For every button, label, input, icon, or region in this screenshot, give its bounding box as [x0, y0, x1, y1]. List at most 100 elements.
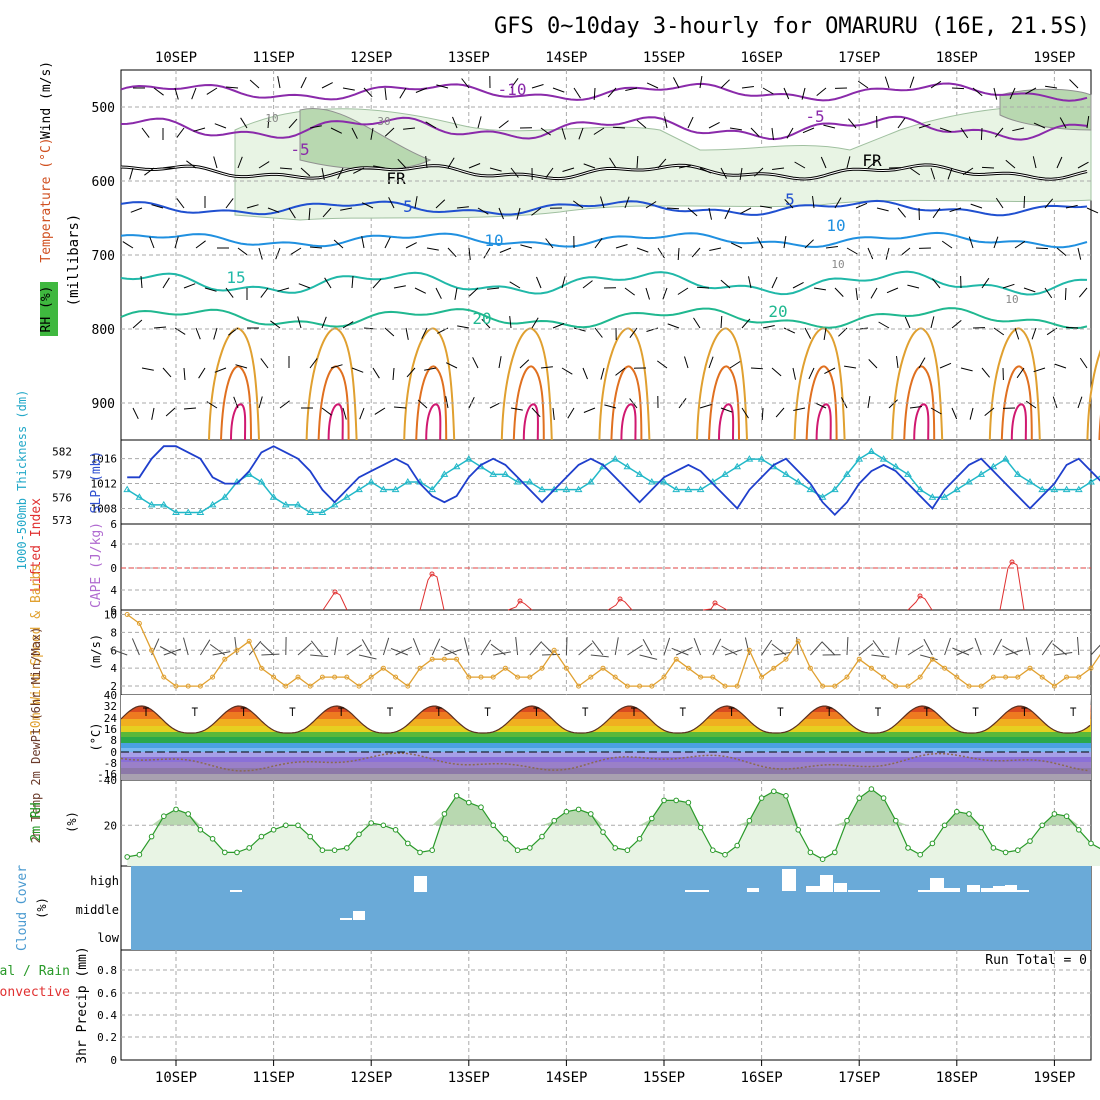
wind-barb — [183, 407, 197, 410]
wind-barb — [1044, 287, 1053, 299]
rh-point — [270, 827, 277, 833]
wind-barb — [561, 276, 566, 289]
wind-barb — [645, 201, 657, 209]
wind-barb — [363, 87, 373, 98]
temp-color-band — [121, 726, 1091, 732]
temp-color-band — [121, 737, 1091, 743]
thickness-line — [126, 450, 1100, 514]
warm-plume-core — [913, 403, 930, 441]
wind-barb — [144, 167, 155, 176]
wind-barb — [876, 207, 889, 212]
contour-label: -5 — [805, 107, 824, 126]
rh-point — [771, 788, 777, 795]
wind-barb — [1077, 636, 1080, 656]
wind-barb — [1002, 283, 1015, 289]
wind-barb — [225, 86, 239, 89]
rh-point — [1088, 840, 1094, 847]
wind-speed-point — [820, 683, 826, 689]
wind-barb — [671, 647, 689, 656]
wind-barb — [176, 127, 185, 138]
wind-speed-point — [856, 656, 862, 662]
wind-barb — [960, 367, 973, 372]
wind-barb — [662, 287, 668, 300]
panel-frame — [120, 523, 1092, 611]
thickness-point — [1026, 478, 1034, 485]
rh-point — [661, 797, 667, 804]
wind-barb — [288, 118, 298, 129]
wind-barb — [140, 275, 143, 289]
wind-speed-point — [990, 674, 996, 680]
wind-barb — [258, 396, 263, 409]
rh-point — [222, 849, 228, 856]
wind-barb — [454, 287, 458, 300]
wind-barb — [932, 207, 941, 219]
thickness-tick-label: 573 — [52, 514, 72, 527]
contour-label: 30 — [377, 115, 390, 128]
thickness-point — [952, 485, 961, 493]
li-point — [332, 589, 338, 595]
wind-speed-point — [600, 665, 606, 671]
wind-barb — [823, 124, 836, 129]
thickness-point — [1074, 485, 1083, 493]
wind-barb — [993, 236, 999, 249]
wind-barb — [775, 407, 785, 418]
warm-plume-outer — [500, 327, 553, 441]
li-tick-label: 4 — [110, 538, 117, 551]
rh-point — [954, 808, 960, 815]
wind-barb — [151, 204, 164, 209]
wind-speed-point — [612, 674, 618, 680]
wind-barb — [552, 323, 565, 329]
wind-barb — [531, 84, 544, 89]
wind-barb — [582, 367, 588, 380]
wind-barb — [456, 206, 469, 209]
temp-unit-label: (°C) — [89, 723, 103, 752]
wind-speed-line — [126, 613, 1100, 688]
wind-barb — [786, 127, 794, 139]
precip-tick-label: 0 — [110, 1054, 117, 1067]
temp-color-band — [121, 757, 1091, 762]
wind-barb — [684, 356, 689, 369]
rh-point — [758, 795, 765, 801]
wind-speed-point — [258, 665, 264, 671]
wind-barb — [1005, 159, 1016, 169]
rh-point — [441, 811, 448, 817]
wind-barb — [321, 316, 327, 329]
precip-tick-label: 0.8 — [97, 964, 117, 977]
wind-speed-point — [905, 683, 911, 689]
wind-speed-point — [210, 674, 216, 680]
wind-barb — [498, 356, 502, 369]
wind-barb — [593, 127, 605, 135]
upper-temperature-label: Temperature (°C) — [39, 137, 54, 262]
date-label-bottom: 14SEP — [545, 1070, 587, 1086]
wind-barb — [447, 157, 455, 169]
temp-color-band — [121, 752, 1091, 757]
wind-barb — [444, 648, 462, 656]
wind-barb — [614, 637, 619, 656]
isotherm-15 — [120, 270, 1088, 296]
wind-barb — [225, 198, 234, 209]
thickness-point — [513, 478, 522, 485]
warm-plume-outer — [1086, 349, 1100, 441]
wind-barb — [440, 645, 457, 656]
wind-speed-point — [759, 674, 765, 680]
wind-barb — [1064, 287, 1067, 301]
wind-barb — [615, 244, 628, 249]
wind-barb — [750, 367, 764, 370]
wind-barb — [322, 207, 332, 218]
wind-barb — [754, 167, 764, 177]
wind-barb — [625, 87, 638, 91]
wind-speed-point — [649, 683, 655, 689]
rh-point — [490, 822, 497, 829]
contour-label: 10 — [831, 258, 844, 271]
wind-barb — [213, 327, 218, 340]
wind-barb — [846, 636, 849, 656]
li-spike — [419, 573, 445, 611]
wind-barb — [993, 327, 1005, 336]
wind-barb — [582, 280, 593, 289]
wind-barb — [536, 276, 542, 289]
wind-speed-point — [332, 674, 338, 680]
cloud-bar — [981, 888, 993, 892]
wind-barb — [1045, 85, 1058, 89]
warm-plume-outer — [305, 327, 358, 441]
